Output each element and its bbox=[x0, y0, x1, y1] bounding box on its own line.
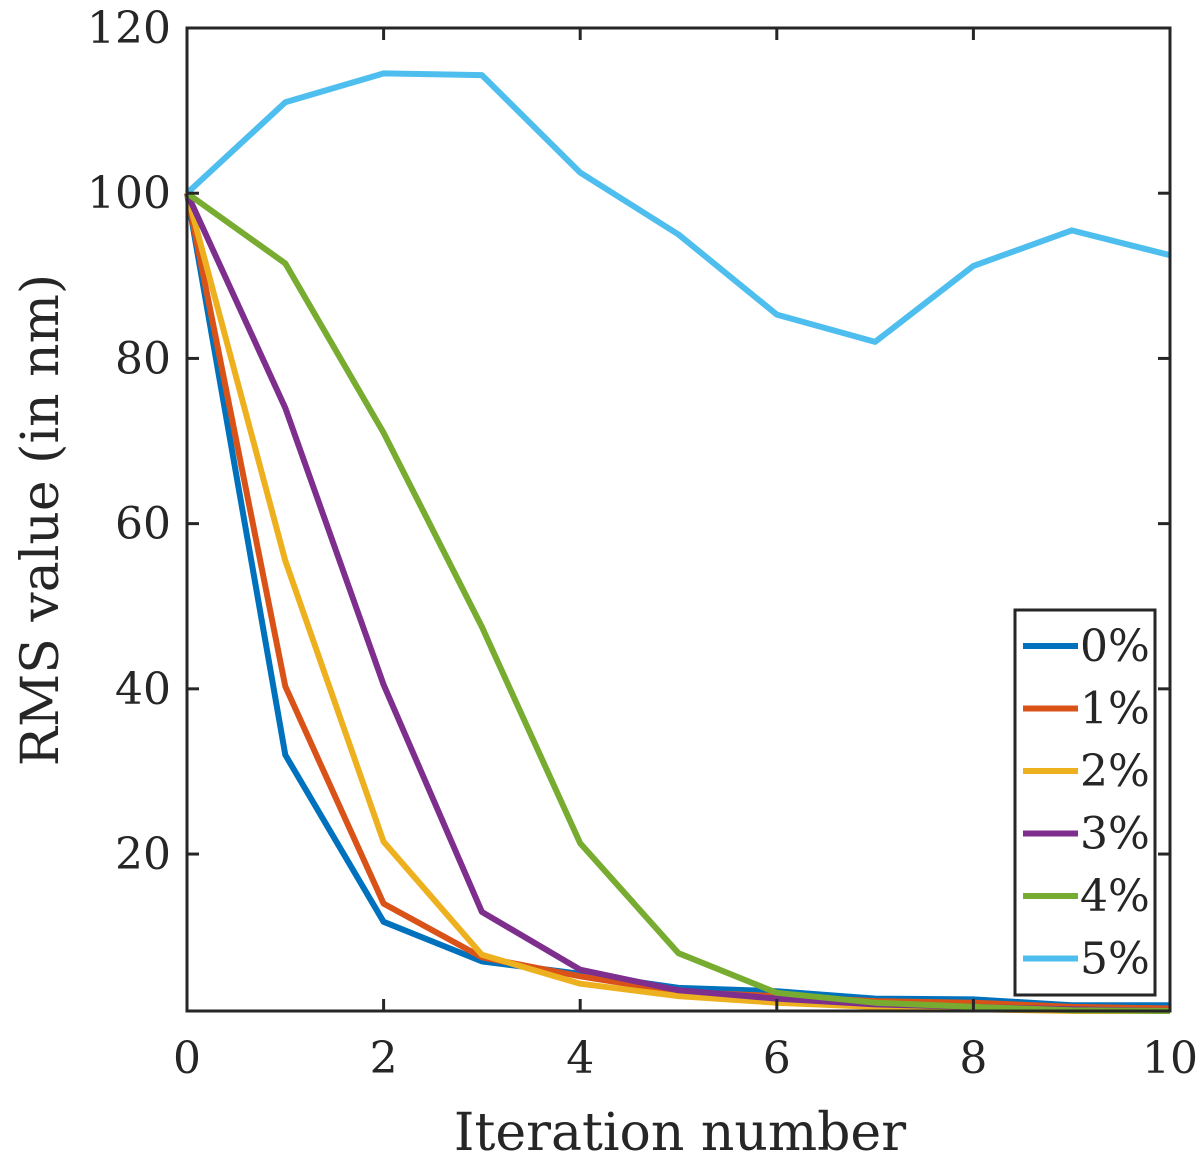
legend-label-2: 2% bbox=[1080, 746, 1150, 797]
series-line-5 bbox=[184, 70, 1171, 345]
series-layer bbox=[184, 70, 1171, 1014]
legend-label-1: 1% bbox=[1080, 684, 1150, 735]
y-axis-title: RMS value (in nm) bbox=[11, 274, 71, 766]
plot-frame bbox=[185, 26, 1172, 1013]
y-tick-label: 120 bbox=[87, 3, 171, 54]
series-line-4 bbox=[185, 190, 1171, 1014]
y-tick-label: 60 bbox=[115, 499, 171, 550]
tick-layer: 0 2 4 6 8 10 20 40 60 80 100 120 bbox=[87, 3, 1198, 1084]
legend: 0% 1% 2% 3% 4% 5% bbox=[1013, 608, 1157, 997]
legend-items: 0% 1% 2% 3% 4% 5% bbox=[1023, 621, 1150, 985]
legend-label-0: 0% bbox=[1080, 621, 1150, 672]
x-tick-label: 6 bbox=[763, 1033, 791, 1084]
legend-label-3: 3% bbox=[1080, 809, 1150, 860]
y-tick-label: 80 bbox=[115, 333, 171, 384]
legend-label-4: 4% bbox=[1080, 871, 1150, 922]
x-tick-label: 8 bbox=[959, 1033, 987, 1084]
y-tick-label: 20 bbox=[115, 829, 171, 880]
y-tick-label: 100 bbox=[87, 168, 171, 219]
x-axis-title: Iteration number bbox=[454, 1103, 906, 1155]
x-tick-label: 10 bbox=[1142, 1033, 1198, 1084]
x-tick-label: 0 bbox=[173, 1033, 201, 1084]
legend-label-5: 5% bbox=[1080, 934, 1150, 985]
plot-area bbox=[187, 28, 1170, 1011]
x-tick-label: 2 bbox=[370, 1033, 398, 1084]
x-tick-label: 4 bbox=[566, 1033, 594, 1084]
legend-box bbox=[1013, 608, 1157, 997]
y-tick-label: 40 bbox=[115, 664, 171, 715]
